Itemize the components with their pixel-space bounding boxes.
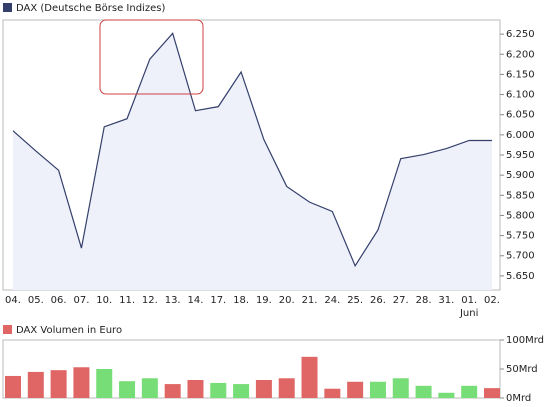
bar [347,381,364,398]
x-tick-label: 11. [119,295,135,306]
y-tick-label: 0Mrd [506,393,531,404]
bar [187,380,204,398]
bar [141,378,158,398]
y-tick-label: 100Mrd [506,335,544,346]
x-tick-label: 25. [347,295,363,306]
y-tick-label: 6.200 [506,49,535,60]
x-tick-label: 01. [461,295,477,306]
x-tick-label: 10. [96,295,112,306]
y-tick-label: 5.750 [506,231,535,242]
y-tick-label: 5.950 [506,150,535,161]
bar [392,378,409,398]
x-tick-label: 04. [5,295,21,306]
bar [278,378,295,398]
bar [73,367,90,398]
legend-label: DAX Volumen in Euro [16,325,122,336]
x-tick-label: 18. [233,295,249,306]
bar [210,382,227,398]
y-tick-label: 6.050 [506,110,535,121]
bar [484,388,500,398]
bar [50,370,67,398]
bar [461,385,478,398]
y-tick-label: 5.900 [506,170,535,181]
x-tick-label: 24. [324,295,340,306]
x-tick-label: 31. [438,295,454,306]
legend-swatch [3,325,12,334]
y-tick-label: 6.250 [506,29,535,40]
legend-label: DAX (Deutsche Börse Indizes) [16,3,165,14]
y-tick-label: 50Mrd [506,364,538,375]
x-tick-label: 28. [416,295,432,306]
bar [255,380,272,398]
x-tick-label: 17. [210,295,226,306]
bar [5,375,21,398]
bar [301,356,318,398]
y-tick-label: 5.650 [506,271,535,282]
highlight-box [99,19,204,95]
price-line [12,32,492,268]
y-tick-label: 5.850 [506,190,535,201]
bar [324,388,341,398]
y-tick-label: 5.800 [506,210,535,221]
bar [119,381,136,398]
bar [233,384,250,398]
area [13,33,492,290]
y-tick-label: 6.000 [506,130,535,141]
x-tick-label: 02. [484,295,500,306]
x-tick-label: 19. [256,295,272,306]
y-tick-label: 5.700 [506,251,535,262]
x-tick-label: 26. [370,295,386,306]
y-tick-label: 6.100 [506,90,535,101]
bar [27,371,44,398]
bar [438,392,455,398]
x-tick-label: 12. [142,295,158,306]
legend-swatch [3,3,12,12]
x-tick-label: 20. [279,295,295,306]
y-tick-label: 6.150 [506,69,535,80]
x-tick-label: 06. [51,295,67,306]
x-tick-label: 13. [165,295,181,306]
x-tick-label: 05. [28,295,44,306]
x-tick-label: 21. [302,295,318,306]
x-tick-label: 07. [73,295,89,306]
bar [164,384,181,398]
x-sublabel: Juni [459,308,478,319]
bar [415,385,432,398]
x-tick-label: 14. [188,295,204,306]
x-tick-label: 27. [393,295,409,306]
bar [369,381,386,398]
bar [96,369,113,398]
